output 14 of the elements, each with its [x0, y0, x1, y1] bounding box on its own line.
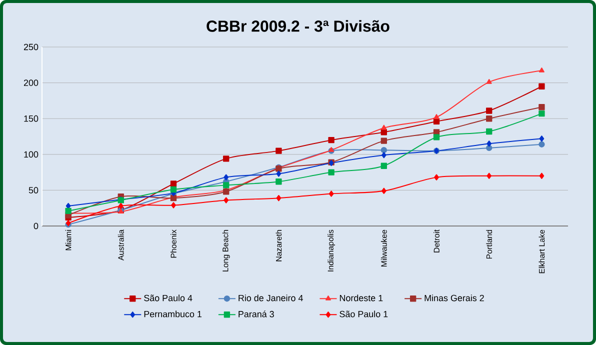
legend-label: Rio de Janeiro 4 [238, 294, 303, 302]
legend-label: Paraná 3 [238, 310, 274, 318]
y-tick-label: 250 [24, 44, 38, 50]
y-tick-label: 50 [28, 187, 38, 194]
y-tick-label: 100 [24, 151, 38, 158]
chart-title: CBBr 2009.2 - 3ª Divisão [206, 20, 390, 32]
legend-label: Minas Gerais 2 [424, 294, 484, 302]
legend-label: São Paulo 4 [144, 294, 192, 302]
y-tick-label: 0 [34, 222, 38, 230]
legend-label: Pernambuco 1 [144, 310, 202, 318]
legend-label: Nordeste 1 [340, 294, 383, 302]
y-tick-label: 150 [24, 115, 38, 122]
y-tick-label: 200 [24, 80, 38, 86]
legend-label: São Paulo 1 [340, 310, 388, 318]
